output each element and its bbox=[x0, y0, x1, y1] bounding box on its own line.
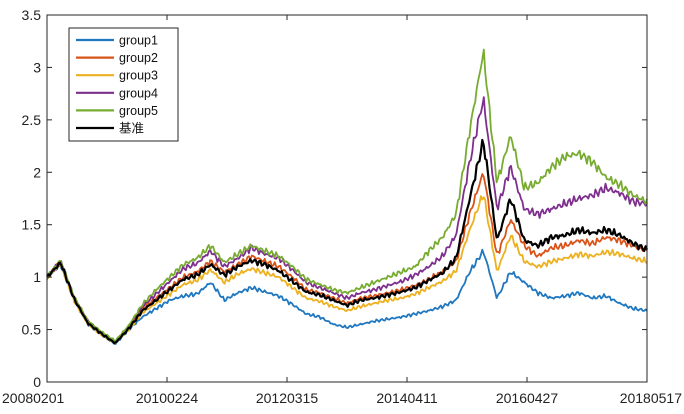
series-line-3 bbox=[46, 195, 648, 344]
x-tick-label: 20120315 bbox=[256, 390, 319, 406]
legend-label: group3 bbox=[119, 69, 158, 83]
series-line-2 bbox=[46, 173, 648, 343]
y-tick-label: 3.5 bbox=[22, 7, 42, 23]
x-tick-label: 20160427 bbox=[496, 390, 559, 406]
x-tick-label: 20140411 bbox=[376, 390, 437, 406]
y-tick-label: 2.5 bbox=[22, 112, 42, 128]
y-tick-label: 2 bbox=[33, 164, 41, 180]
axes bbox=[46, 14, 648, 383]
legend-label: group5 bbox=[119, 104, 158, 118]
y-tick-label: 1 bbox=[33, 269, 41, 285]
x-axis: 20080201 20100224 20120315 20140411 20160427… bbox=[2, 15, 682, 406]
y-tick-label: 0.5 bbox=[22, 322, 42, 338]
legend-label: group2 bbox=[119, 51, 158, 65]
series-line-4 bbox=[46, 96, 648, 343]
legend-label: group4 bbox=[119, 86, 158, 100]
y-tick-label: 0 bbox=[33, 374, 41, 390]
series-line-6 bbox=[46, 138, 649, 345]
y-tick-label: 3 bbox=[33, 59, 41, 75]
x-tick-label: 20080201 bbox=[2, 390, 65, 406]
legend-box bbox=[68, 27, 179, 142]
legend: group1 group2 group3 group4 group5 基准 bbox=[68, 27, 179, 142]
x-tick-label: 20100224 bbox=[136, 390, 199, 406]
y-axis: 0 0.5 1 1.5 2 2.5 3 3.5 bbox=[22, 7, 647, 390]
plot-area bbox=[46, 48, 649, 345]
axes-box bbox=[46, 14, 648, 383]
y-tick-label: 1.5 bbox=[22, 217, 42, 233]
legend-label: 基准 bbox=[119, 122, 144, 136]
series-line-1 bbox=[46, 248, 648, 345]
x-tick-label: 20180517 bbox=[620, 390, 683, 406]
legend-label: group1 bbox=[119, 34, 158, 48]
series-line-5 bbox=[46, 48, 648, 342]
